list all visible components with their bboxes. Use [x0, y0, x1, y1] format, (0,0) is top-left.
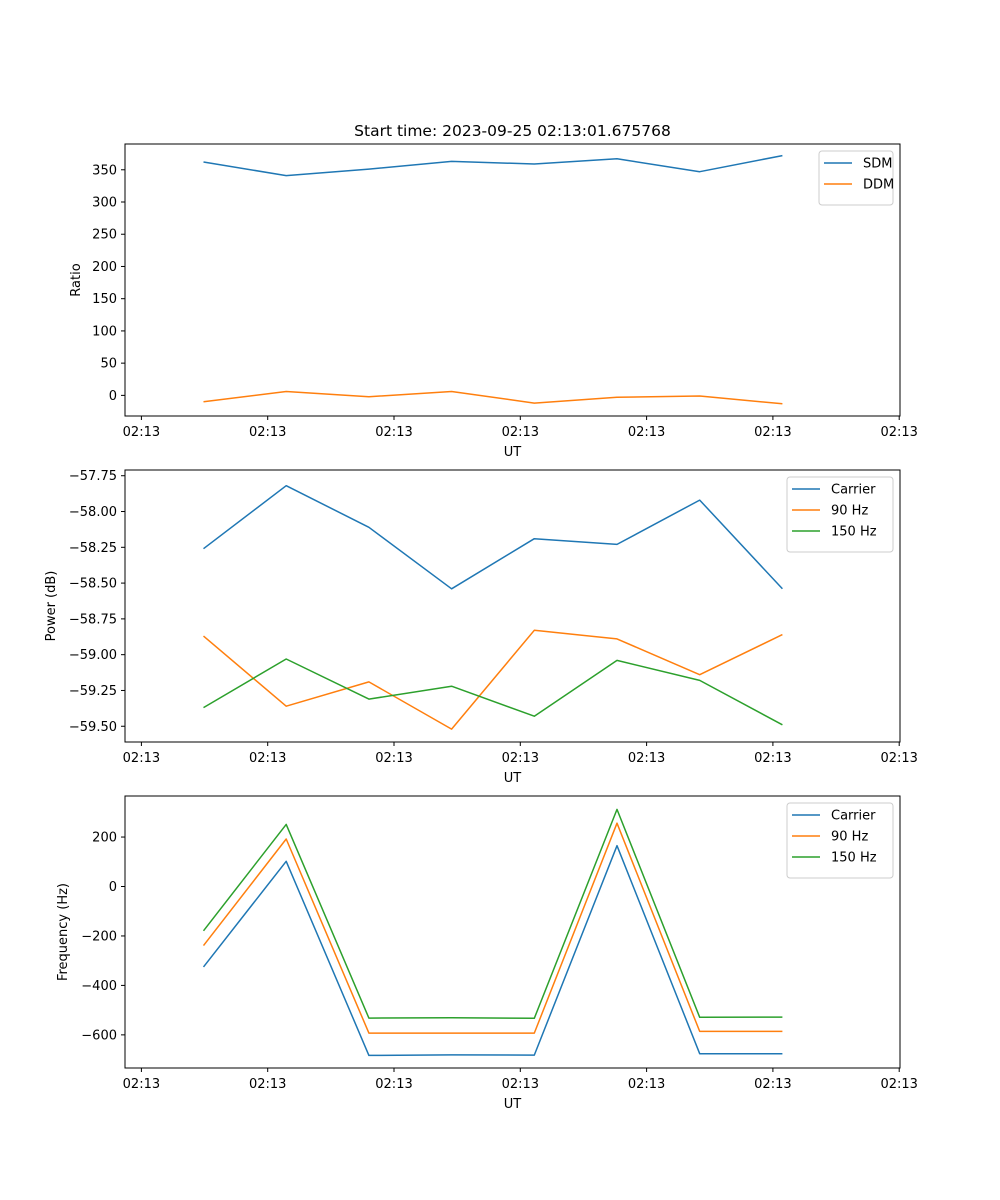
series-line-90-hz: [203, 629, 783, 730]
x-tick-label: 02:13: [249, 425, 286, 440]
x-axis-label: UT: [504, 1097, 522, 1112]
x-tick-label: 02:13: [375, 751, 412, 766]
axes-frame: [124, 143, 901, 417]
series-line-carrier: [203, 484, 783, 590]
legend-label: SDM: [863, 157, 892, 172]
series-line-carrier: [202, 844, 783, 1057]
x-tick-label: 02:13: [880, 751, 917, 766]
y-axis-label: Power (dB): [44, 571, 59, 642]
series-line-90-hz: [202, 822, 783, 1034]
chart-title: Start time: 2023-09-25 02:13:01.675768: [354, 122, 671, 140]
legend-box: [786, 476, 894, 553]
y-tick-label: −200: [81, 929, 117, 944]
x-tick-label: 02:13: [880, 425, 917, 440]
x-tick-label: 02:13: [249, 1077, 286, 1092]
axes-frame: [124, 795, 901, 1069]
x-tick-label: 02:13: [249, 751, 286, 766]
x-tick-label: 02:13: [880, 1077, 917, 1092]
x-axis-label: UT: [504, 445, 522, 460]
x-tick-label: 02:13: [123, 425, 160, 440]
y-tick-label: 0: [109, 880, 117, 895]
x-tick-label: 02:13: [754, 751, 791, 766]
x-axis-label: UT: [504, 771, 522, 786]
y-tick-label: 200: [92, 831, 117, 846]
chart-panel-2: 02:1302:1302:1302:1302:1302:1302:1302:14…: [44, 469, 918, 786]
y-tick-label: 200: [92, 260, 117, 275]
y-tick-label: 100: [92, 324, 117, 339]
legend-box: [818, 150, 894, 206]
x-tick-label: 02:13: [628, 425, 665, 440]
legend: Carrier 90 Hz 150 Hz: [786, 476, 894, 553]
y-axis-label: Frequency (Hz): [56, 883, 71, 981]
y-axis-label: Ratio: [69, 263, 84, 296]
x-tick-label: 02:13: [375, 425, 412, 440]
legend-label: 90 Hz: [831, 504, 868, 519]
y-tick-label: −58.50: [69, 577, 117, 592]
legend-label: DDM: [863, 178, 894, 193]
y-tick-label: 300: [92, 196, 117, 211]
y-tick-label: 350: [92, 163, 117, 178]
y-tick-label: −59.50: [69, 720, 117, 735]
x-tick-label: 02:13: [502, 751, 539, 766]
y-tick-label: 150: [92, 292, 117, 307]
x-tick-label: 02:13: [628, 1077, 665, 1092]
legend-label: 150 Hz: [831, 525, 877, 540]
chart-panel-1: 02:1302:1302:1302:1302:1302:1302:1302:14…: [69, 143, 918, 460]
x-tick-label: 02:13: [123, 751, 160, 766]
y-tick-label: −600: [81, 1028, 117, 1043]
series-line-sdm: [203, 154, 783, 177]
x-tick-label: 02:13: [754, 1077, 791, 1092]
y-tick-label: −58.75: [69, 612, 117, 627]
legend-label: Carrier: [831, 483, 876, 498]
legend: SDM DDM: [818, 150, 894, 206]
x-tick-label: 02:13: [628, 751, 665, 766]
y-tick-label: −59.00: [69, 648, 117, 663]
series-line-ddm: [203, 390, 783, 405]
y-tick-label: −58.25: [69, 541, 117, 556]
x-tick-label: 02:13: [123, 1077, 160, 1092]
y-tick-label: 0: [109, 389, 117, 404]
x-tick-label: 02:13: [502, 1077, 539, 1092]
legend-label: 150 Hz: [831, 851, 877, 866]
y-tick-label: −58.00: [69, 505, 117, 520]
y-tick-label: −400: [81, 979, 117, 994]
x-tick-label: 02:13: [375, 1077, 412, 1092]
legend-label: Carrier: [831, 809, 876, 824]
y-tick-label: 50: [100, 357, 117, 372]
x-tick-label: 02:13: [754, 425, 791, 440]
x-tick-label: 02:13: [502, 425, 539, 440]
legend-label: 90 Hz: [831, 830, 868, 845]
legend: Carrier 90 Hz 150 Hz: [786, 802, 894, 879]
y-tick-label: −59.25: [69, 684, 117, 699]
y-tick-label: 250: [92, 228, 117, 243]
legend-box: [786, 802, 894, 879]
series-line-150-hz: [203, 658, 783, 726]
y-tick-label: −57.75: [69, 469, 117, 484]
series-line-150-hz: [202, 808, 783, 1020]
axes-frame: [124, 469, 901, 743]
chart-panel-3: 02:1302:1302:1302:1302:1302:1302:1302:14…: [56, 795, 918, 1112]
